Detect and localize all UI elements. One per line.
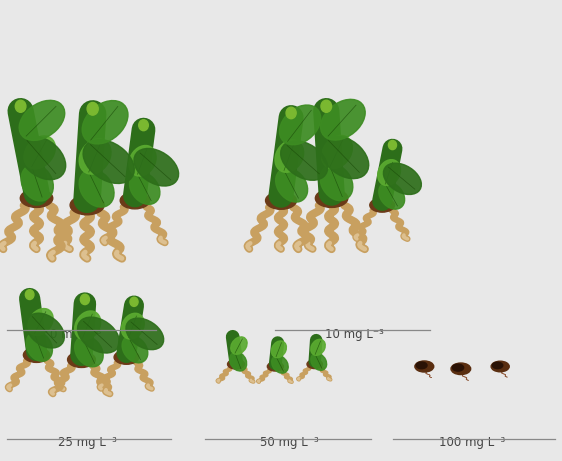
Ellipse shape [233, 360, 242, 366]
Ellipse shape [279, 105, 321, 145]
Ellipse shape [80, 294, 89, 305]
Ellipse shape [273, 362, 281, 368]
Ellipse shape [26, 332, 52, 361]
Ellipse shape [492, 362, 503, 369]
Ellipse shape [315, 189, 348, 207]
Ellipse shape [28, 308, 53, 336]
Ellipse shape [383, 163, 422, 195]
Ellipse shape [307, 360, 323, 369]
Ellipse shape [275, 168, 307, 202]
Ellipse shape [320, 99, 365, 140]
Ellipse shape [24, 136, 56, 169]
Ellipse shape [130, 297, 138, 307]
Ellipse shape [321, 136, 352, 169]
Ellipse shape [120, 192, 149, 209]
Ellipse shape [19, 100, 65, 141]
Ellipse shape [378, 199, 391, 207]
Ellipse shape [129, 146, 156, 176]
Ellipse shape [416, 362, 427, 369]
Ellipse shape [122, 351, 135, 360]
Ellipse shape [20, 189, 53, 207]
Ellipse shape [311, 353, 327, 370]
Ellipse shape [312, 361, 320, 366]
Ellipse shape [67, 352, 96, 367]
Ellipse shape [286, 107, 296, 119]
Ellipse shape [415, 361, 434, 372]
Ellipse shape [79, 170, 114, 207]
Ellipse shape [31, 349, 46, 357]
Ellipse shape [15, 100, 26, 112]
Ellipse shape [134, 148, 179, 186]
Ellipse shape [70, 195, 104, 215]
Ellipse shape [275, 140, 303, 172]
Ellipse shape [280, 141, 328, 180]
Text: 25 mg L⁻³: 25 mg L⁻³ [58, 437, 116, 449]
Text: 50 mg L⁻³: 50 mg L⁻³ [260, 437, 319, 449]
Ellipse shape [26, 313, 65, 348]
Ellipse shape [320, 165, 353, 201]
Ellipse shape [451, 363, 470, 374]
Ellipse shape [230, 352, 247, 371]
Ellipse shape [266, 192, 297, 209]
Text: 0 mg L⁻³: 0 mg L⁻³ [50, 328, 102, 341]
Text: 10 mg L⁻³: 10 mg L⁻³ [325, 328, 383, 341]
Ellipse shape [271, 355, 288, 373]
Ellipse shape [491, 361, 509, 372]
Ellipse shape [231, 337, 247, 354]
Ellipse shape [121, 313, 144, 339]
Ellipse shape [311, 339, 325, 355]
Ellipse shape [75, 311, 101, 340]
Ellipse shape [452, 364, 464, 371]
Ellipse shape [379, 182, 405, 209]
Ellipse shape [75, 336, 103, 367]
Ellipse shape [228, 360, 244, 369]
Ellipse shape [378, 160, 401, 185]
Ellipse shape [81, 197, 99, 208]
Ellipse shape [321, 136, 369, 179]
Ellipse shape [78, 317, 119, 353]
Ellipse shape [388, 141, 397, 150]
Ellipse shape [87, 102, 98, 115]
Ellipse shape [129, 172, 160, 204]
Ellipse shape [321, 100, 332, 112]
Ellipse shape [370, 198, 395, 212]
Ellipse shape [19, 136, 66, 180]
Ellipse shape [126, 318, 164, 349]
Ellipse shape [325, 190, 343, 201]
Ellipse shape [24, 348, 49, 362]
Text: 100 mg L⁻³: 100 mg L⁻³ [439, 437, 505, 449]
Ellipse shape [271, 341, 287, 358]
Ellipse shape [79, 139, 111, 174]
Ellipse shape [129, 193, 146, 203]
Ellipse shape [82, 100, 128, 144]
Ellipse shape [30, 190, 48, 201]
Ellipse shape [268, 362, 283, 371]
Ellipse shape [275, 193, 292, 203]
Ellipse shape [139, 120, 148, 130]
Ellipse shape [25, 290, 34, 300]
Ellipse shape [21, 165, 53, 201]
Ellipse shape [122, 336, 148, 363]
Ellipse shape [83, 140, 134, 183]
Ellipse shape [114, 350, 139, 364]
Ellipse shape [76, 353, 92, 362]
